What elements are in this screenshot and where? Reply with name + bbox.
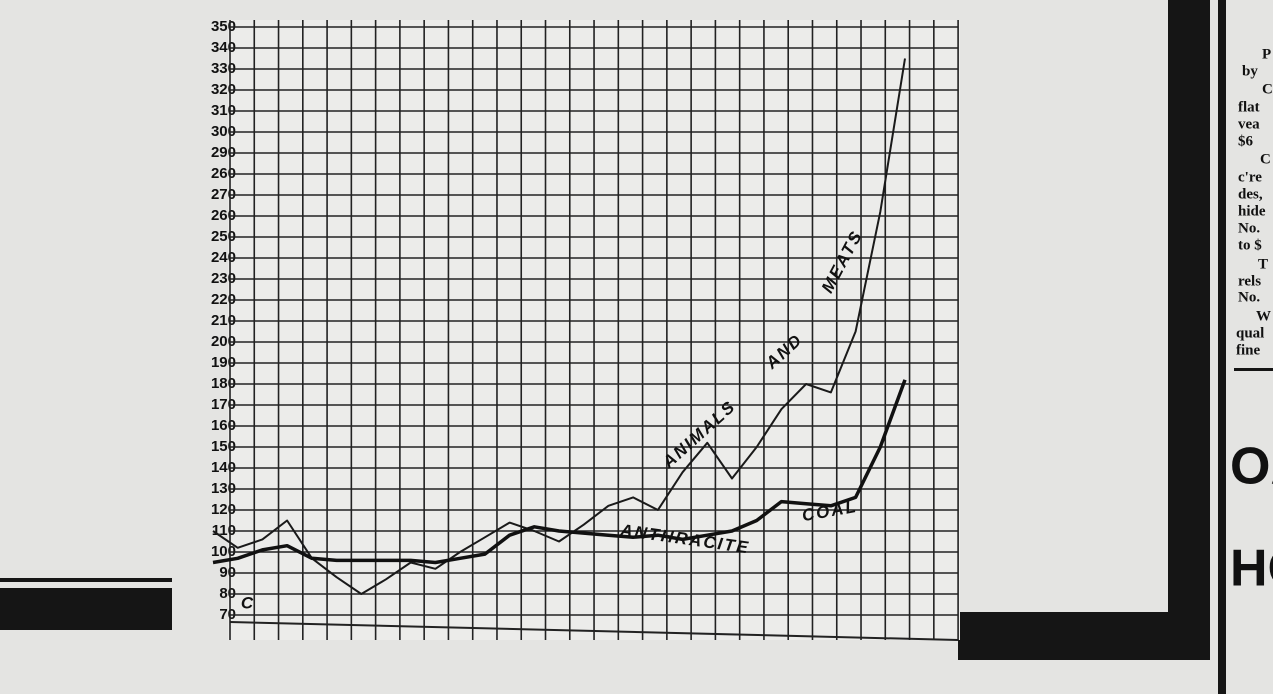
side-text: hide	[1238, 203, 1266, 219]
side-text: c're	[1238, 169, 1262, 185]
side-text: $6	[1238, 133, 1254, 149]
annotation: C	[241, 593, 255, 612]
side-text: T	[1258, 256, 1268, 272]
side-heading: HO	[1230, 540, 1273, 598]
side-text: des,	[1238, 186, 1263, 202]
right-frame	[1168, 0, 1210, 660]
right-bar	[958, 612, 1208, 660]
side-text: qual	[1236, 325, 1264, 341]
x-axis	[229, 621, 959, 641]
series-line	[212, 379, 907, 565]
side-text: rels	[1238, 273, 1261, 289]
y-tick-label: 80	[219, 585, 236, 602]
column-rule	[1234, 368, 1273, 371]
side-text: W	[1256, 308, 1271, 324]
side-text: C	[1262, 81, 1273, 97]
side-text: P	[1262, 46, 1271, 62]
left-rule	[0, 578, 172, 582]
series-line	[212, 58, 906, 595]
side-text: to $	[1238, 237, 1262, 253]
side-text: vea	[1238, 116, 1260, 132]
right-column-rule	[1218, 0, 1226, 694]
left-bar	[0, 588, 172, 630]
side-text: flat	[1238, 99, 1260, 115]
side-heading: OA	[1230, 438, 1273, 496]
side-text: No.	[1238, 220, 1260, 236]
y-tick-label: 70	[219, 606, 236, 623]
y-tick-label: 90	[219, 564, 236, 581]
side-text: by	[1242, 63, 1258, 79]
side-text: C	[1260, 151, 1271, 167]
side-text: No.	[1238, 289, 1260, 305]
side-text: fine	[1236, 342, 1261, 358]
